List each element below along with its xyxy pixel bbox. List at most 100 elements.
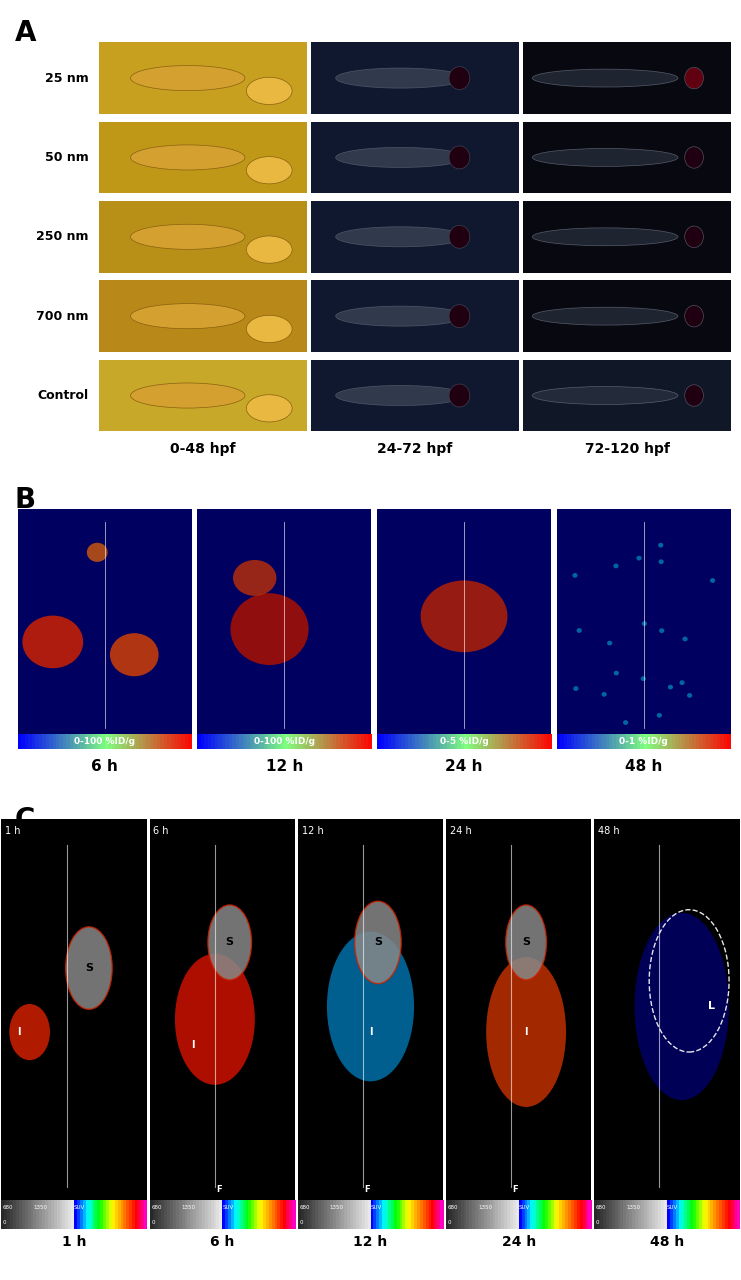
Bar [725,1201,728,1229]
Bar [162,1201,165,1229]
Bar [124,1201,127,1229]
Bar [368,1201,371,1229]
Bar [588,735,592,749]
Ellipse shape [449,225,470,248]
Bar [150,819,295,1229]
Bar [211,735,216,749]
Bar [16,1201,20,1229]
Bar [693,1201,697,1229]
Bar [419,735,423,749]
Bar [181,735,185,749]
Bar [588,1201,592,1229]
Bar [597,1201,601,1229]
Bar [68,1201,72,1229]
Bar [696,1201,700,1229]
Bar [523,735,528,749]
Bar [77,1201,81,1229]
Ellipse shape [657,713,662,718]
Ellipse shape [532,69,678,87]
Bar [234,1201,238,1229]
Bar [606,1201,610,1229]
Bar [106,1201,110,1229]
Ellipse shape [336,68,465,88]
Bar [493,1201,496,1229]
Bar [156,1201,159,1229]
Text: 0: 0 [596,1221,599,1225]
Text: 1350: 1350 [33,1204,47,1210]
Ellipse shape [130,65,245,91]
Bar [132,1201,136,1229]
Bar [629,1201,633,1229]
Bar [56,735,60,749]
Bar [388,735,392,749]
Bar [330,735,333,749]
Text: 6 h: 6 h [153,826,169,836]
Bar [548,1201,551,1229]
Bar [485,735,489,749]
Bar [118,1201,122,1229]
Bar [139,735,144,749]
Bar [311,280,519,352]
Bar [705,1201,708,1229]
Bar [333,735,337,749]
Bar [86,1201,90,1229]
Text: 680: 680 [299,1204,310,1210]
Bar [202,1201,205,1229]
Bar [289,1201,293,1229]
Bar [453,735,458,749]
Bar [452,1201,456,1229]
Ellipse shape [659,559,664,564]
Bar [702,1201,705,1229]
Text: 12 h: 12 h [266,759,303,774]
Bar [109,1201,113,1229]
Bar [48,1201,52,1229]
Bar [519,1201,522,1229]
Bar [205,1201,208,1229]
Text: S: S [226,937,233,947]
Bar [420,1201,424,1229]
Bar [70,735,74,749]
Bar [651,735,655,749]
Bar [87,735,91,749]
Bar [354,735,358,749]
Bar [720,735,725,749]
Bar [219,735,222,749]
Bar [464,735,468,749]
Ellipse shape [336,385,465,406]
Bar [178,735,182,749]
Bar [245,1201,249,1229]
Bar [595,735,599,749]
Bar [571,735,575,749]
Bar [92,1201,95,1229]
Bar [507,1201,511,1229]
Ellipse shape [130,303,245,329]
Bar [176,1201,179,1229]
Bar [165,1201,168,1229]
Bar [53,735,57,749]
Bar [356,1201,359,1229]
Bar [141,1201,144,1229]
Bar [471,735,475,749]
Bar [27,1201,31,1229]
Bar [690,1201,694,1229]
Bar [185,735,189,749]
Bar [585,735,589,749]
Text: 0-100 %ID/g: 0-100 %ID/g [254,737,315,746]
Bar [466,1201,470,1229]
Bar [513,1201,516,1229]
Text: S: S [522,937,530,947]
Bar [433,735,437,749]
Text: 6 h: 6 h [210,1235,234,1249]
Text: 25 nm: 25 nm [45,72,89,84]
Bar [362,1201,365,1229]
Bar [402,1201,406,1229]
Bar [283,1201,287,1229]
Ellipse shape [658,543,663,548]
Bar [602,735,606,749]
Bar [170,735,175,749]
Bar [342,1201,345,1229]
Bar [405,1201,409,1229]
Bar [197,735,202,749]
Bar [499,735,503,749]
Bar [54,1201,57,1229]
